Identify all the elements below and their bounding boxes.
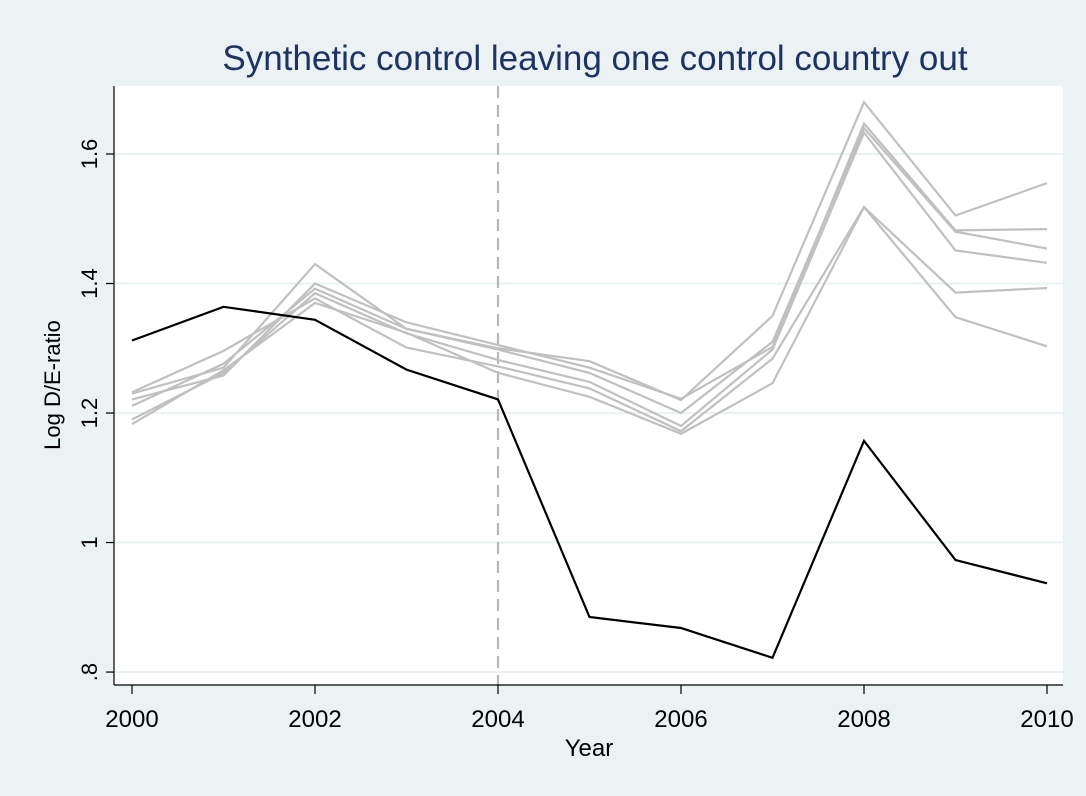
y-axis-ticks: .8 1 1.2 1.4 1.6 (77, 139, 114, 681)
x-tick-label: 2004 (471, 706, 524, 733)
control-series-line (131, 126, 1048, 415)
x-tick-label: 2006 (654, 706, 707, 733)
control-series-line (131, 100, 1048, 402)
gridlines (114, 152, 1063, 674)
treated-series-group (131, 305, 1048, 660)
y-tick-label: 1.2 (77, 398, 102, 429)
x-tick-label: 2008 (837, 706, 890, 733)
y-tick-label: 1.4 (77, 268, 102, 299)
x-tick-label: 2002 (288, 706, 341, 733)
control-series-line (131, 205, 1048, 435)
x-axis-label: Year (565, 735, 614, 762)
x-axis-ticks: 2000 2002 2004 2006 2008 2010 (105, 685, 1074, 733)
x-tick-label: 2010 (1020, 706, 1073, 733)
y-tick-label: 1 (77, 536, 102, 548)
y-axis-label: Log D/E-ratio (40, 320, 65, 450)
chart-title: Synthetic control leaving one control co… (222, 39, 967, 78)
x-tick-label: 2000 (105, 706, 158, 733)
y-tick-label: 1.6 (77, 139, 102, 170)
treated-series-line (131, 305, 1048, 660)
control-series-line (131, 130, 1048, 428)
y-tick-label: .8 (77, 663, 102, 681)
plot-area (114, 86, 1063, 685)
